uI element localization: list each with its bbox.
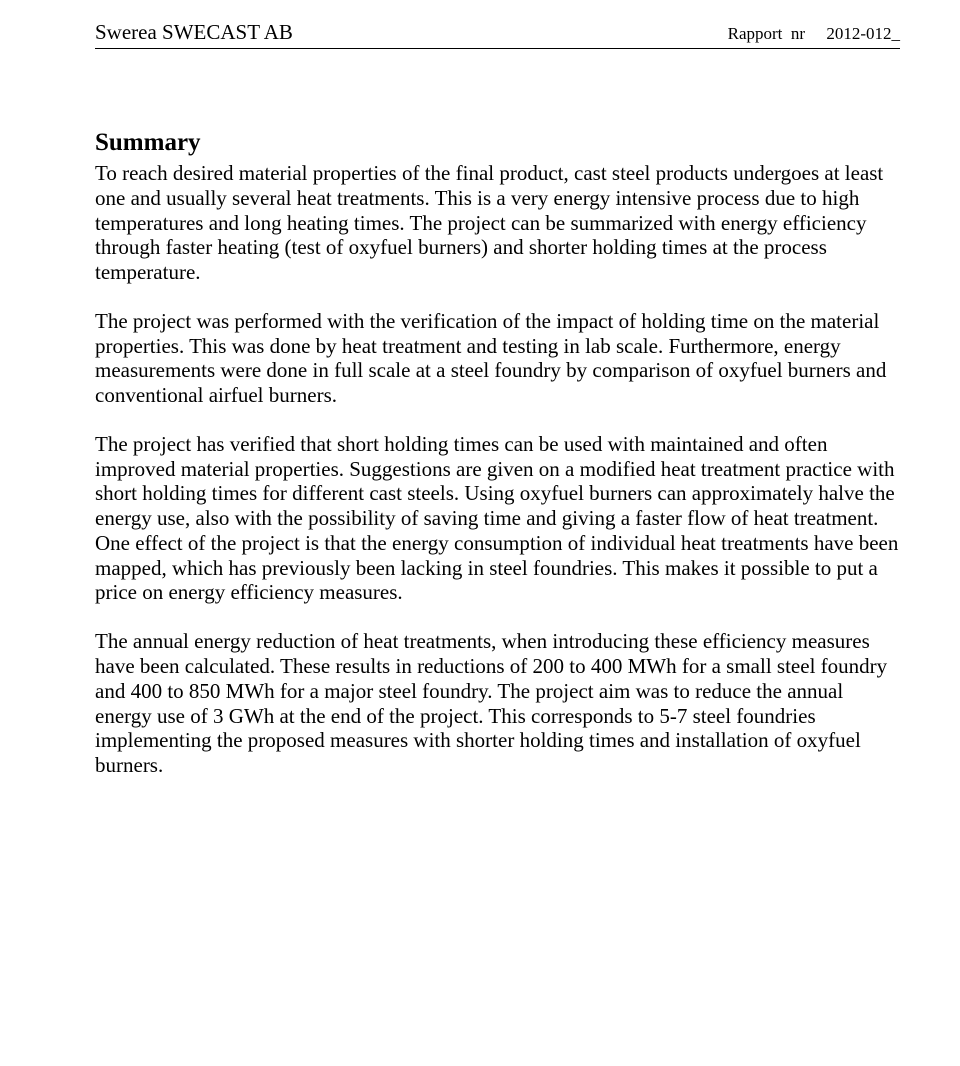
section-heading: Summary (95, 129, 900, 157)
page-header: Swerea SWECAST AB Rapport nr 2012-012_ (95, 20, 900, 49)
paragraph-4: The annual energy reduction of heat trea… (95, 629, 900, 778)
paragraph-3: The project has verified that short hold… (95, 432, 900, 605)
org-name: Swerea SWECAST AB (95, 20, 293, 45)
report-no-value: 2012-012_ (826, 24, 900, 43)
paragraph-2: The project was performed with the verif… (95, 309, 900, 408)
report-label: Rapport nr (728, 24, 805, 43)
report-number: Rapport nr 2012-012_ (728, 24, 900, 44)
paragraph-1: To reach desired material properties of … (95, 161, 900, 285)
